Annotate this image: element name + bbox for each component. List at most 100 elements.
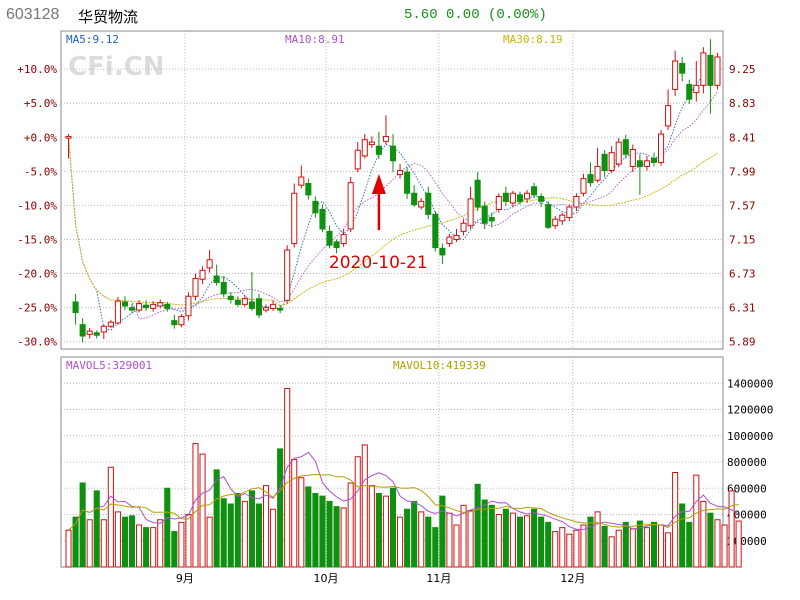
candle-body bbox=[516, 194, 524, 202]
annotation-arrow-head bbox=[371, 174, 386, 194]
volume-bar bbox=[594, 511, 601, 568]
month-label: 10月 bbox=[313, 572, 338, 585]
candle-body bbox=[601, 153, 608, 172]
candle-body bbox=[136, 303, 143, 311]
volume-tick-label: 1000000 bbox=[727, 430, 773, 443]
volume-bar bbox=[432, 527, 439, 568]
volume-ma-lines bbox=[68, 451, 739, 531]
volume-tick-label: 600000 bbox=[727, 482, 767, 495]
volume-bar bbox=[340, 507, 347, 568]
volume-bar bbox=[439, 495, 446, 568]
right-tick-label: 7.15 bbox=[729, 233, 756, 246]
right-tick-label: 9.25 bbox=[729, 63, 756, 76]
candle-body bbox=[382, 135, 389, 142]
volume-bar bbox=[580, 524, 587, 568]
volume-bar bbox=[319, 495, 326, 568]
month-label: 12月 bbox=[560, 572, 585, 585]
candle-body bbox=[397, 170, 404, 176]
candle-body bbox=[615, 141, 622, 165]
volume-bar bbox=[453, 524, 460, 568]
volume-bar bbox=[509, 512, 516, 568]
volume-bar bbox=[220, 498, 227, 568]
volume-bar bbox=[531, 508, 538, 568]
volume-bar bbox=[552, 531, 559, 568]
volume-bar bbox=[234, 493, 241, 568]
volume-bar bbox=[707, 512, 714, 568]
candle-body bbox=[587, 174, 594, 184]
candle-body bbox=[213, 275, 220, 283]
ma30-line bbox=[68, 136, 718, 307]
candle-body bbox=[425, 192, 432, 215]
legends: MA5:9.12 MA10:8.91 MA30:8.19 MAVOL5:329001 M… bbox=[66, 33, 563, 372]
volume-bar bbox=[679, 503, 686, 568]
volume-bar bbox=[262, 485, 270, 568]
left-tick-label: -5.0% bbox=[24, 165, 57, 178]
candle-body bbox=[481, 205, 488, 224]
candle-body bbox=[262, 307, 270, 311]
candle-body bbox=[178, 316, 185, 326]
candle-body bbox=[241, 298, 248, 305]
candle-body bbox=[460, 222, 467, 232]
volume-bar bbox=[721, 524, 728, 568]
ma5-line bbox=[68, 73, 718, 331]
ma-legend: MA10:8.91 bbox=[285, 33, 345, 46]
volume-bar bbox=[213, 469, 220, 568]
candle-body bbox=[453, 234, 460, 240]
volume-bar bbox=[93, 490, 100, 568]
right-tick-label: 6.73 bbox=[729, 268, 756, 281]
volume-bar bbox=[305, 486, 312, 568]
candle-body bbox=[277, 307, 284, 311]
volume-bar bbox=[425, 516, 432, 568]
price-axes: 9.25 +10.0% 8.83 +5.0% 8.41 +0.0% 7.99 -5.0% 7.5… bbox=[17, 63, 755, 349]
volume-bar bbox=[65, 529, 72, 568]
candle-body bbox=[389, 145, 397, 162]
candle-body bbox=[227, 295, 234, 301]
left-tick-label: -15.0% bbox=[17, 233, 57, 246]
volume-bar bbox=[361, 444, 368, 568]
volume-tick-label: 1200000 bbox=[727, 404, 773, 417]
volume-bar bbox=[79, 482, 86, 568]
volume-bar bbox=[665, 532, 672, 568]
mavol10-line bbox=[68, 473, 739, 531]
price-grid bbox=[61, 31, 723, 349]
right-tick-label: 7.57 bbox=[729, 199, 756, 212]
volume-tick-label: 400000 bbox=[727, 509, 767, 522]
ma10-line bbox=[68, 91, 718, 319]
candle-body bbox=[86, 330, 93, 335]
volume-bars bbox=[65, 388, 742, 568]
volume-bar bbox=[143, 527, 150, 568]
volume-bar bbox=[516, 516, 524, 568]
volume-bar bbox=[538, 516, 545, 568]
volume-bar bbox=[206, 516, 213, 568]
candle-body bbox=[636, 160, 643, 167]
volume-bar bbox=[72, 516, 79, 568]
volume-bar bbox=[566, 533, 573, 568]
volume-bar bbox=[107, 466, 114, 568]
candle-body bbox=[707, 54, 714, 86]
candle-body bbox=[629, 148, 636, 167]
candle-body bbox=[432, 213, 439, 249]
candle-body bbox=[474, 179, 481, 208]
candle-body bbox=[467, 198, 474, 227]
candle-body bbox=[65, 135, 72, 139]
volume-bar bbox=[157, 519, 164, 568]
volume-bar bbox=[284, 388, 291, 568]
volume-bar bbox=[375, 493, 382, 568]
volume-bar bbox=[382, 495, 389, 568]
volume-bar bbox=[460, 504, 467, 568]
volume-bar bbox=[114, 511, 121, 568]
candle-body bbox=[538, 195, 545, 202]
volume-bar bbox=[411, 500, 418, 568]
candle-body bbox=[121, 301, 128, 307]
candle-body bbox=[531, 186, 538, 196]
candle-body bbox=[326, 230, 333, 246]
volume-bar bbox=[615, 529, 622, 568]
candle-body bbox=[185, 295, 192, 317]
candle-body bbox=[234, 299, 241, 305]
volume-bar bbox=[255, 503, 263, 568]
candle-body bbox=[305, 183, 312, 196]
annotation-date: 2020-10-21 bbox=[329, 253, 428, 273]
volume-bar bbox=[636, 520, 643, 568]
left-tick-label: +0.0% bbox=[24, 131, 57, 144]
